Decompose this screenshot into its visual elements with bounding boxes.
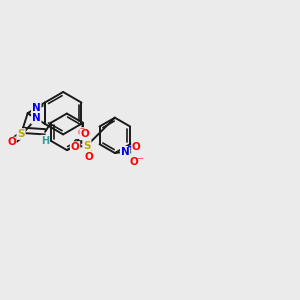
Text: H: H <box>41 136 49 146</box>
Text: S: S <box>17 129 25 139</box>
Text: N: N <box>121 147 130 157</box>
Text: O: O <box>78 128 86 138</box>
Text: S: S <box>83 141 91 151</box>
Text: N: N <box>32 103 40 113</box>
Text: O: O <box>71 142 80 152</box>
Text: O: O <box>85 152 94 162</box>
Text: CH₃: CH₃ <box>73 139 91 148</box>
Text: ⁻: ⁻ <box>136 155 143 168</box>
Text: O: O <box>80 130 89 140</box>
Text: O: O <box>132 142 141 152</box>
Text: O: O <box>129 158 138 167</box>
Text: O: O <box>7 137 16 148</box>
Text: +: + <box>127 142 135 152</box>
Text: N: N <box>32 113 40 124</box>
